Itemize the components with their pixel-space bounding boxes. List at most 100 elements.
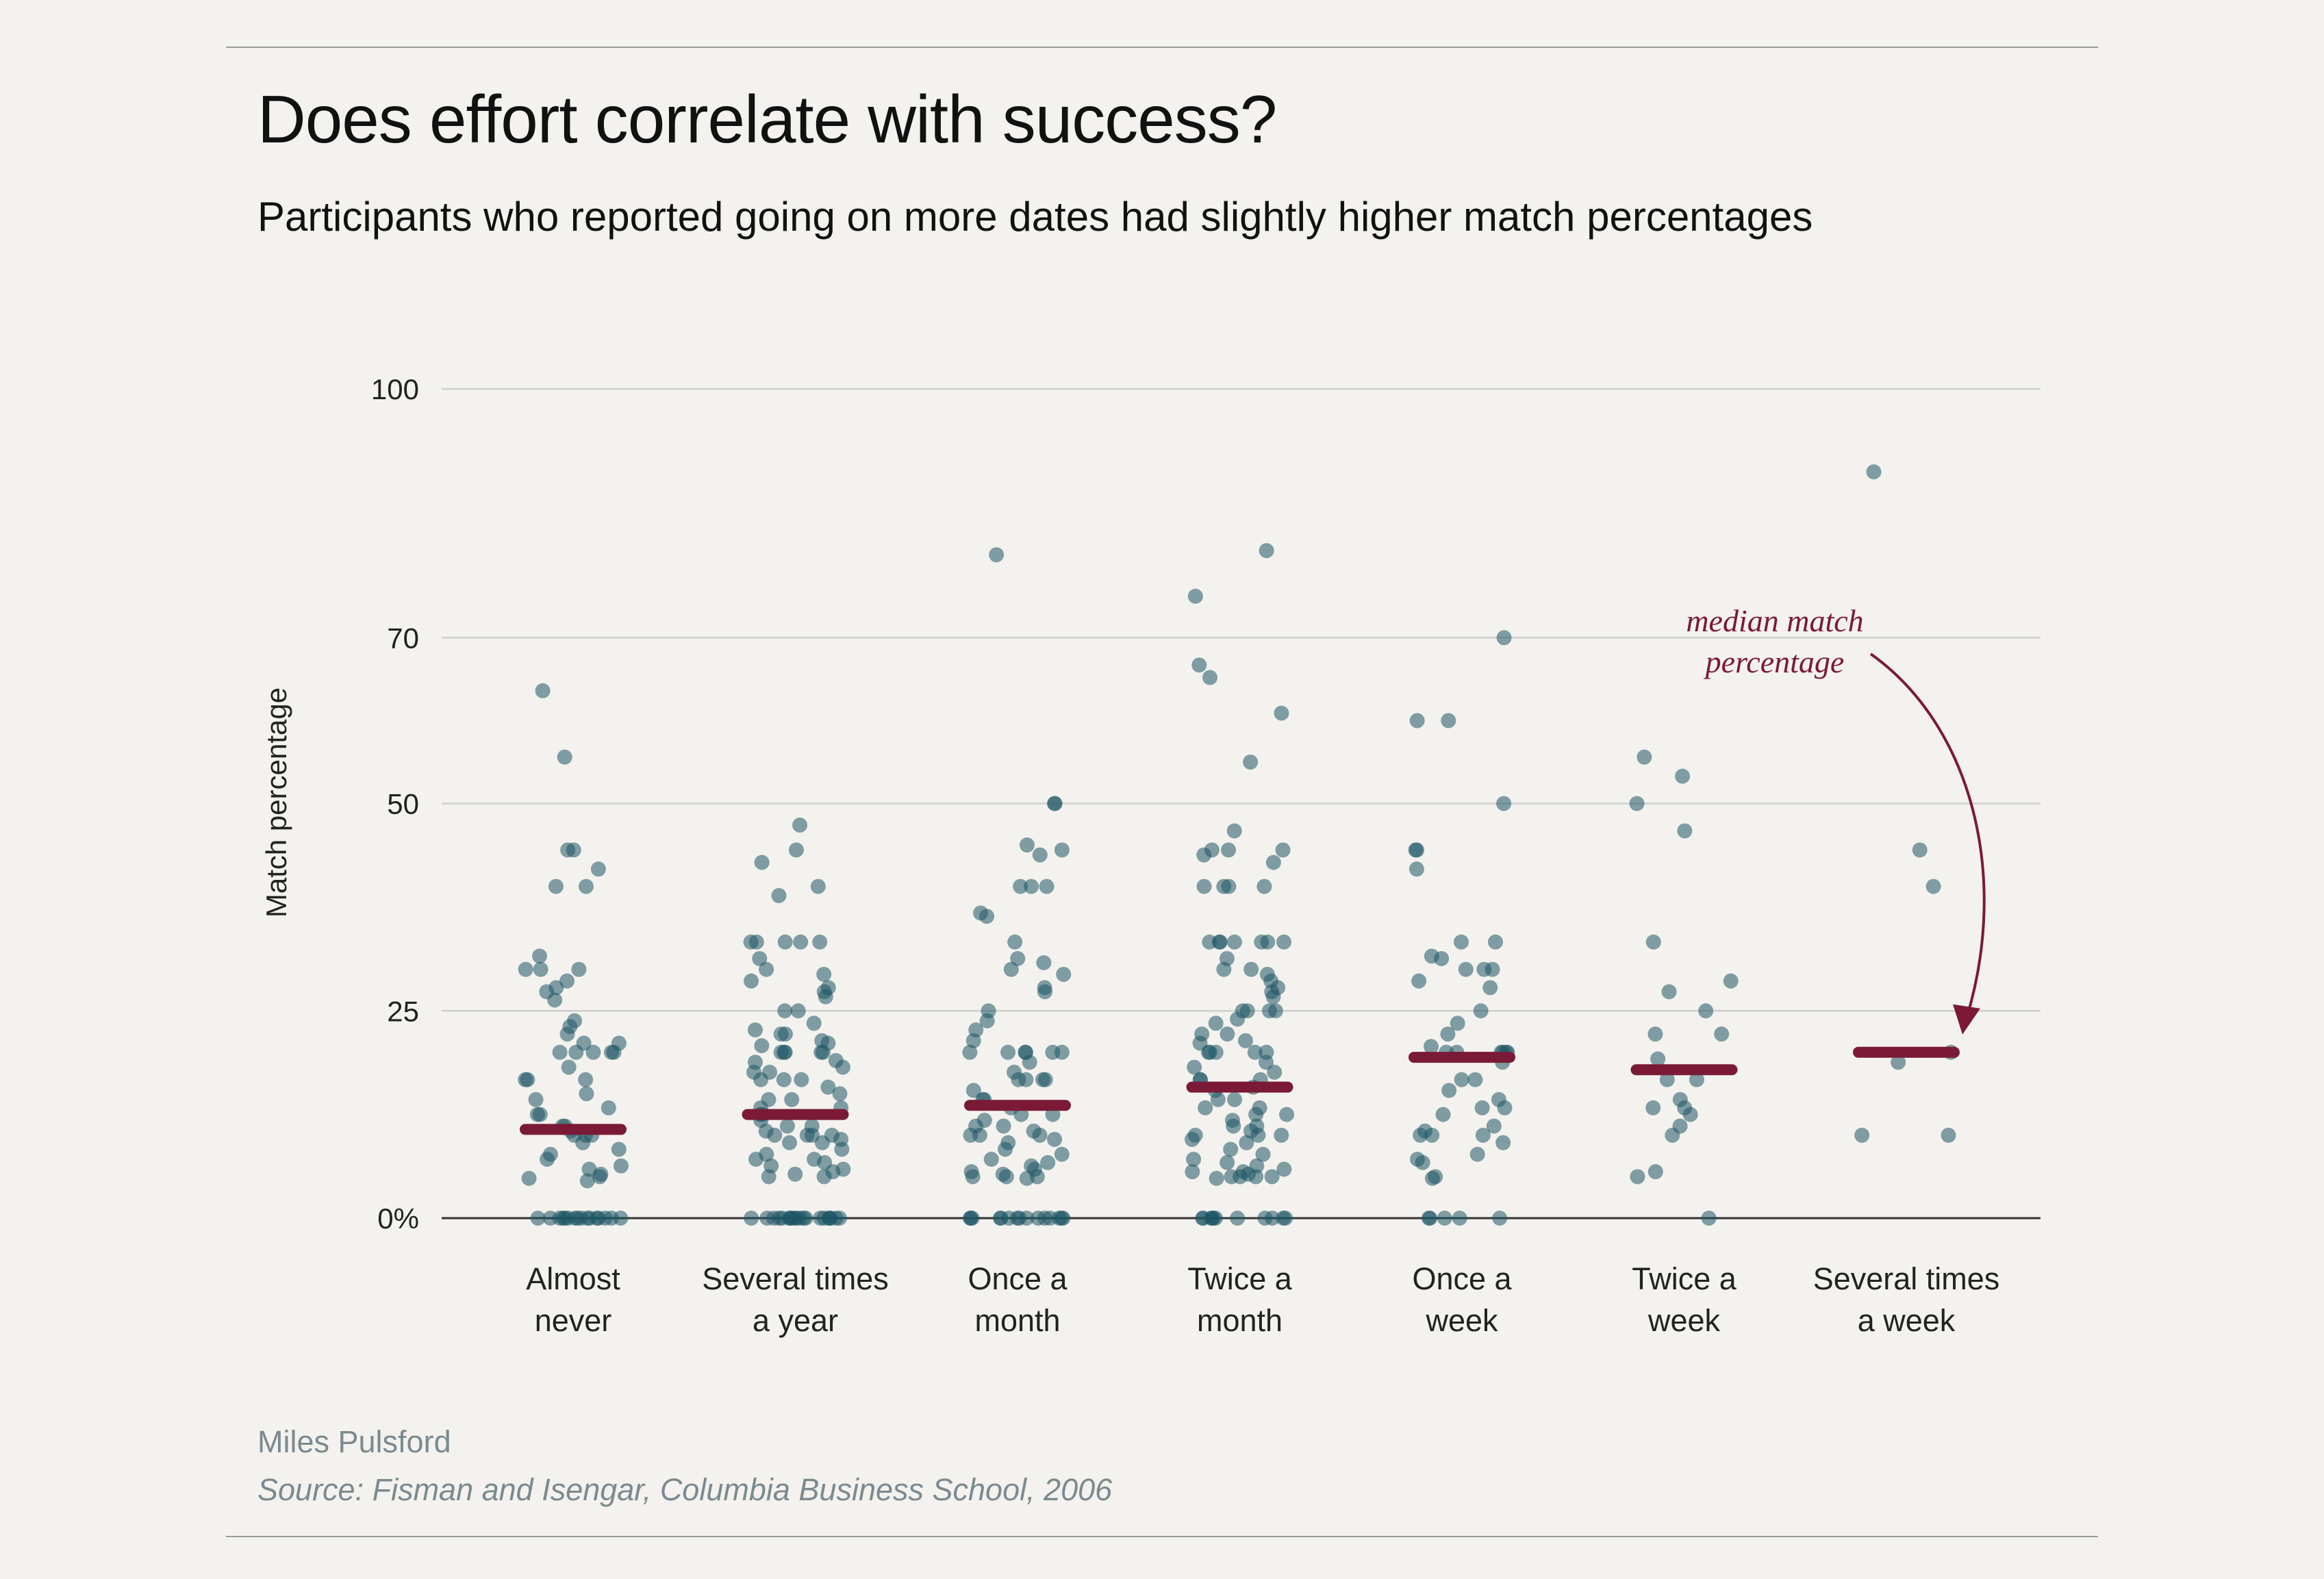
data-point (1011, 1211, 1027, 1226)
top-rule (226, 47, 2098, 48)
data-point (1191, 657, 1207, 673)
data-point (754, 1038, 770, 1054)
data-point (559, 973, 575, 989)
data-point (1233, 1169, 1248, 1185)
data-point (1487, 934, 1503, 950)
data-point (1912, 842, 1928, 858)
data-point (1482, 980, 1498, 996)
data-point (1274, 705, 1289, 721)
data-point (1198, 1100, 1213, 1115)
data-point (1248, 1169, 1264, 1185)
bottom-rule (226, 1536, 2098, 1537)
data-point (532, 948, 548, 964)
data-point (597, 1211, 613, 1226)
data-point (1187, 588, 1203, 604)
data-point (1018, 1072, 1034, 1087)
data-point (777, 934, 793, 950)
data-point (1024, 879, 1039, 894)
data-point (1440, 1026, 1456, 1042)
x-category-label: never (535, 1303, 612, 1338)
data-point (1485, 961, 1500, 977)
data-point (759, 961, 774, 977)
data-point (989, 547, 1005, 563)
data-point (1209, 1170, 1224, 1186)
data-point (561, 1059, 577, 1075)
data-point (1227, 1091, 1243, 1107)
data-point (1208, 1015, 1224, 1031)
data-point (1661, 984, 1677, 1000)
data-point (793, 934, 809, 950)
data-point (812, 934, 828, 950)
data-point (1035, 1072, 1050, 1087)
data-point (1032, 1127, 1048, 1143)
data-point (1276, 934, 1292, 950)
data-point (1265, 855, 1281, 870)
data-point (1474, 1100, 1490, 1115)
data-point (744, 1211, 759, 1226)
data-point (518, 1072, 533, 1087)
annotation-text: median match (1686, 603, 1863, 638)
data-point (1054, 1146, 1070, 1162)
data-point (818, 989, 833, 1005)
data-point (547, 992, 563, 1008)
data-point (835, 1059, 850, 1075)
data-point (1226, 934, 1242, 950)
data-point (592, 1169, 607, 1185)
data-point (1196, 847, 1212, 863)
data-point (1202, 670, 1218, 685)
data-point (579, 1173, 595, 1189)
data-point (998, 1169, 1014, 1185)
data-point (1220, 1154, 1235, 1170)
data-point (1645, 934, 1661, 950)
x-category-label: Twice a (1187, 1261, 1293, 1296)
data-point (548, 879, 564, 894)
data-point (1629, 796, 1645, 811)
x-category-label: a week (1858, 1303, 1956, 1338)
data-point (578, 1072, 594, 1087)
data-point (983, 1152, 999, 1167)
data-point (794, 1072, 809, 1087)
x-category-label: month (1197, 1303, 1283, 1338)
data-point (754, 855, 770, 870)
data-point (611, 1141, 627, 1157)
data-point (998, 1141, 1013, 1157)
data-point (579, 1211, 595, 1226)
y-axis-title: Match percentage (260, 687, 292, 918)
data-point (784, 1091, 800, 1107)
data-point (1258, 1054, 1274, 1070)
data-point (1019, 837, 1035, 853)
data-point (1723, 973, 1739, 989)
data-point (1185, 1131, 1200, 1147)
data-point (528, 1091, 544, 1107)
data-point (792, 817, 808, 833)
x-axis-category-labels: Almost never Several times a year Once a mont… (526, 1261, 1999, 1338)
data-point (1701, 1211, 1717, 1226)
data-point (552, 1211, 568, 1226)
data-point (1216, 879, 1232, 894)
data-point (771, 887, 787, 903)
data-point (1259, 543, 1274, 559)
data-point (1409, 713, 1425, 729)
data-point (1698, 1003, 1714, 1019)
data-point (1211, 934, 1227, 950)
data-point (1675, 768, 1691, 784)
data-point (773, 1026, 789, 1042)
data-point (1267, 1064, 1283, 1080)
x-category-label: a year (753, 1303, 838, 1338)
x-category-label: week (1425, 1303, 1498, 1338)
data-point (787, 1166, 803, 1182)
data-point (578, 879, 594, 894)
data-point (993, 1211, 1009, 1226)
data-point (744, 973, 759, 989)
data-point (1475, 1127, 1491, 1143)
data-point (1941, 1127, 1956, 1143)
data-point (1496, 796, 1512, 811)
data-point (1047, 1131, 1063, 1147)
x-category-label: Almost (526, 1261, 620, 1296)
x-category-label: Once a (968, 1261, 1068, 1296)
x-category-label: Once a (1412, 1261, 1512, 1296)
data-point (535, 683, 551, 698)
data-point (774, 1211, 790, 1226)
data-point (1221, 842, 1237, 858)
